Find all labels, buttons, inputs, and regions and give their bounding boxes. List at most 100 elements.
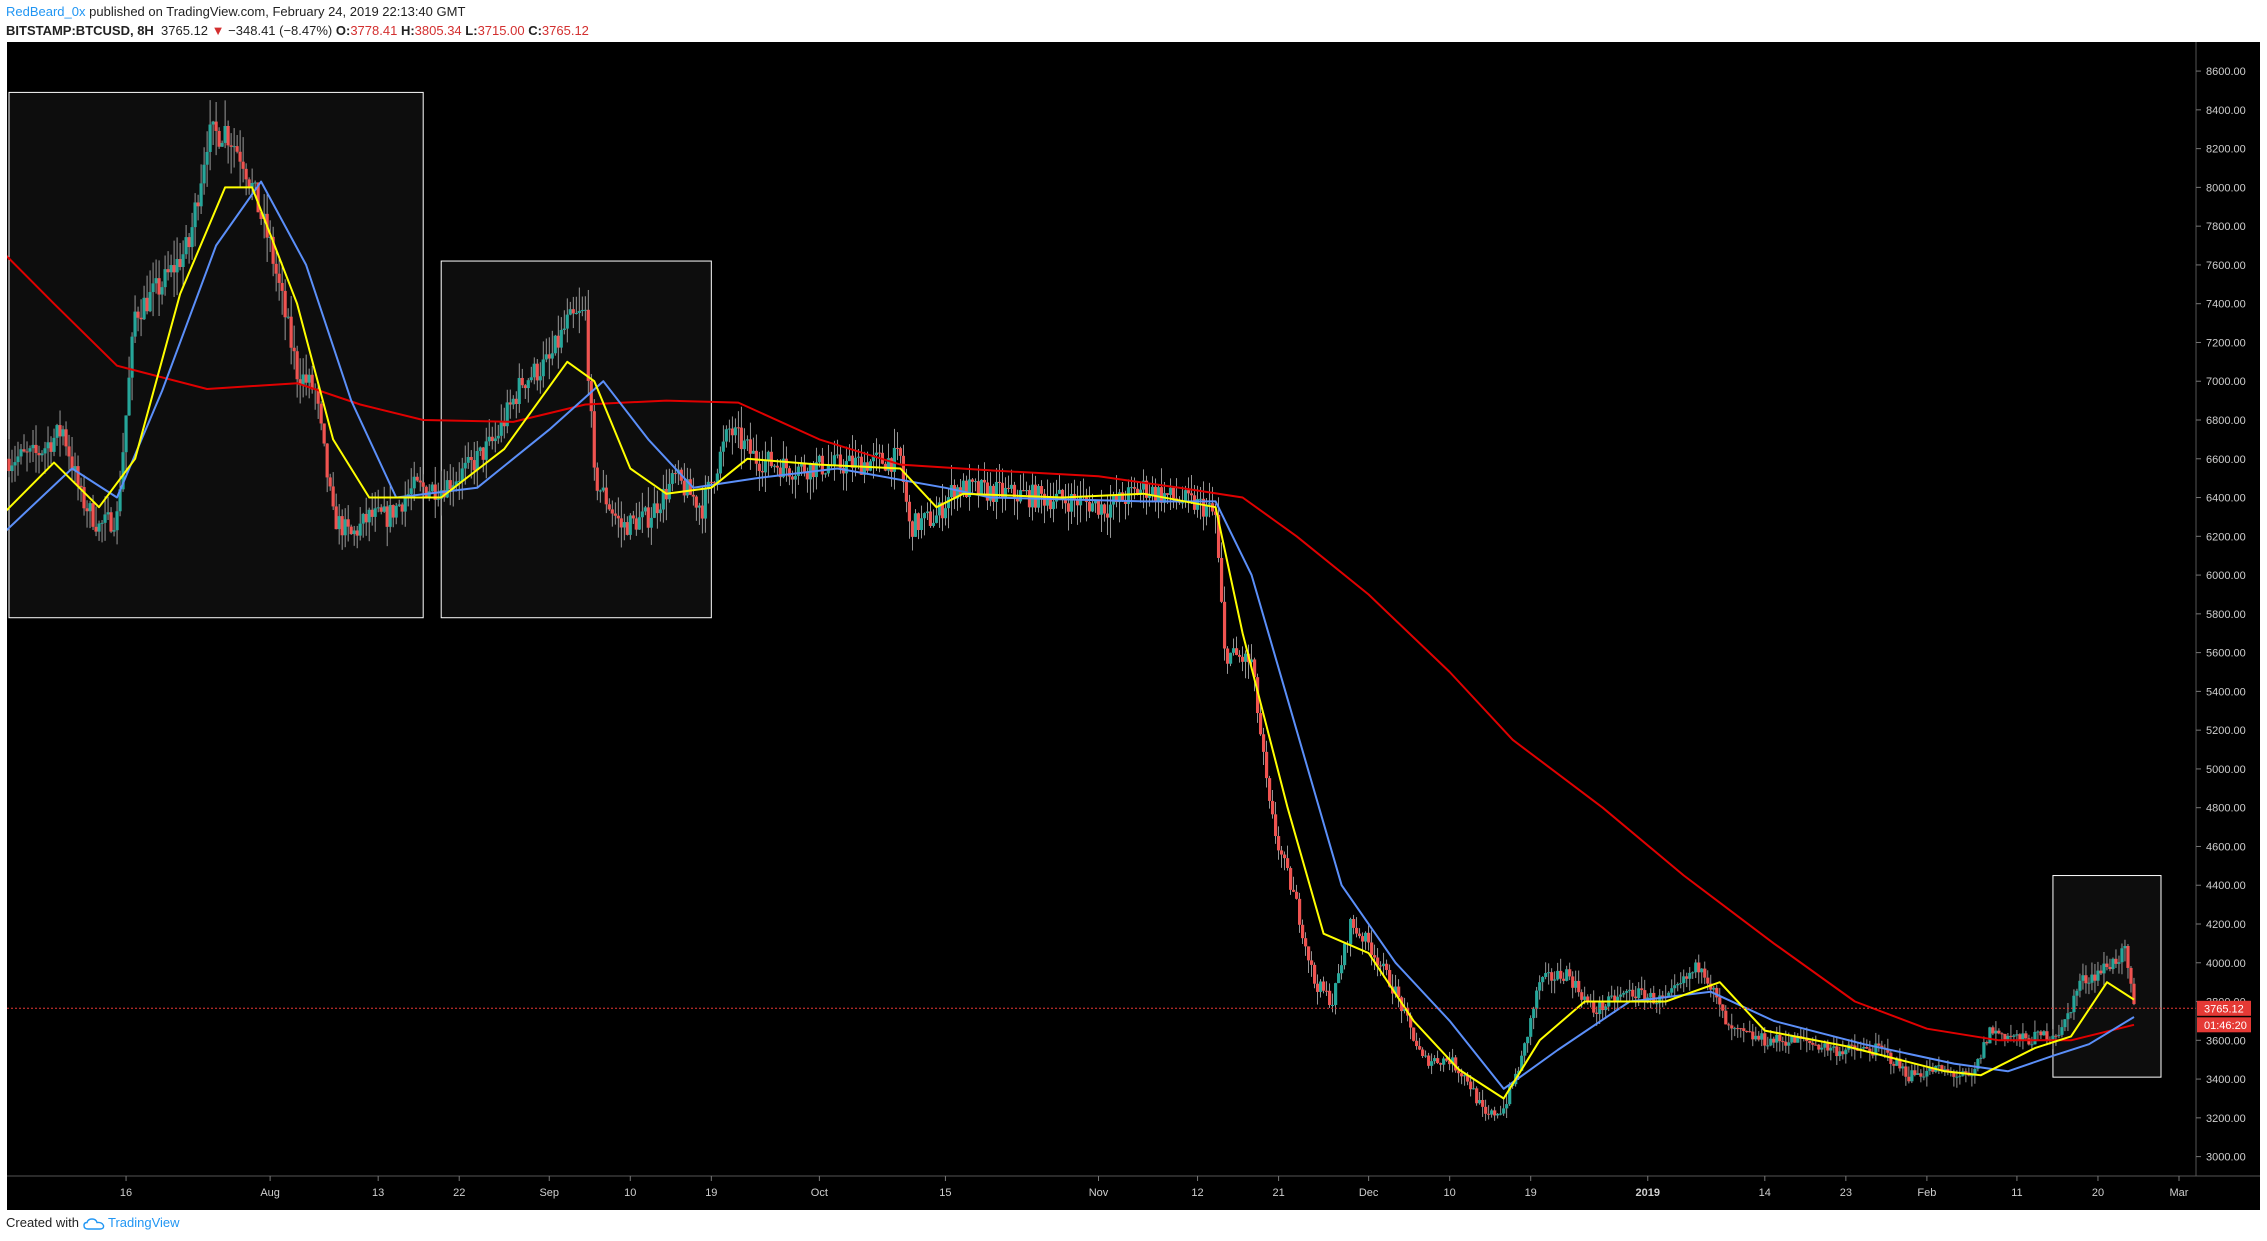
candle-body [328, 477, 332, 487]
tradingview-link[interactable]: TradingView [108, 1215, 180, 1230]
x-tick-label: 23 [1840, 1187, 1852, 1199]
candle-body [703, 489, 707, 519]
candle-body [745, 439, 749, 441]
candle-body [1577, 980, 1581, 993]
candle-body [1045, 499, 1050, 506]
candle-body [370, 509, 374, 517]
price-axis[interactable]: 8600.00 8400.00 8200.00 8000.00 7800.00 7600.… [2196, 66, 2246, 1164]
candle-body [697, 505, 701, 508]
candle-body [1730, 1025, 1734, 1029]
candle-body [1829, 1047, 1833, 1051]
candle-body [1060, 489, 1065, 499]
candle-body [1424, 1055, 1428, 1057]
candle-body [1000, 482, 1005, 498]
candle-body [1484, 1106, 1488, 1114]
low-label: L: [465, 23, 478, 38]
candle-body [1862, 1046, 1866, 1049]
x-tick-label: 11 [2011, 1187, 2022, 1199]
candle-body [1532, 1008, 1536, 1019]
candle-body [1276, 836, 1281, 851]
candle-body [967, 479, 972, 498]
candle-body [2090, 974, 2094, 983]
candle-body [397, 504, 401, 506]
candle-body [1291, 889, 1296, 892]
candle-body [2072, 995, 2076, 1013]
candle-body [67, 446, 71, 457]
candle-body [763, 460, 767, 473]
candle-body [286, 316, 290, 318]
candle-body [1409, 1015, 1413, 1028]
candle-body [1316, 983, 1320, 992]
candle-body [100, 522, 104, 524]
candle-body [754, 450, 758, 464]
candle-body [1901, 1066, 1905, 1069]
price-chart[interactable]: 8600.00 8400.00 8200.00 8000.00 7800.00 7600.… [7, 42, 2260, 1210]
candle-body [628, 515, 632, 535]
candle-body [1012, 484, 1017, 498]
candle-body [487, 436, 491, 442]
candle-body [856, 456, 860, 458]
candle-body [1358, 933, 1362, 937]
candle-body [1541, 976, 1545, 983]
candle-body [1736, 1028, 1740, 1030]
candle-body [877, 452, 882, 454]
candle-body [742, 440, 746, 450]
candle-body [658, 509, 662, 514]
candle-body [2036, 1031, 2040, 1033]
candle-body [1784, 1041, 1788, 1046]
candle-body [472, 460, 476, 471]
candle-body [928, 511, 933, 526]
candle-body [622, 522, 626, 528]
candlesticks[interactable] [7, 100, 2136, 1121]
candle-body [1619, 994, 1623, 997]
candle-body [1114, 495, 1119, 503]
candle-body [1910, 1070, 1914, 1082]
candle-body [712, 482, 716, 484]
candle-body [202, 164, 206, 184]
candle-body [1108, 504, 1113, 518]
y-tick-label: 7000.00 [2206, 376, 2246, 388]
candle-body [643, 507, 647, 512]
author-link[interactable]: RedBeard_0x [6, 4, 86, 19]
candle-body [646, 507, 650, 528]
candle-body [1643, 990, 1647, 1002]
candle-body [463, 462, 467, 469]
candle-body [2123, 945, 2127, 949]
y-tick-label: 3200.00 [2206, 1113, 2246, 1125]
candle-body [907, 501, 912, 522]
candle-body [853, 457, 857, 468]
candle-body [457, 480, 461, 482]
candle-body [1826, 1043, 1830, 1051]
candle-body [1742, 1028, 1746, 1032]
candle-body [1955, 1076, 1959, 1078]
candle-body [1340, 965, 1344, 974]
candle-body [1216, 514, 1221, 558]
candle-body [118, 489, 122, 512]
x-tick-label: Aug [260, 1187, 280, 1199]
candle-body [1568, 969, 1572, 977]
candle-body [2003, 1033, 2007, 1040]
candle-body [1817, 1044, 1821, 1050]
candle-body [148, 292, 152, 312]
candle-body [823, 473, 827, 475]
candle-body [871, 455, 875, 462]
time-axis[interactable]: 16 Aug 13 22 Sep 10 19 Oct 15 Nov 12 21 Dec 10 19 2019 1… [120, 1176, 2189, 1199]
candle-body [40, 453, 44, 456]
candle-body [1535, 990, 1539, 1009]
candle-body [1325, 990, 1329, 992]
candle-body [1553, 979, 1557, 981]
candle-body [13, 462, 17, 466]
candle-body [1625, 991, 1629, 993]
y-tick-label: 8000.00 [2206, 182, 2246, 194]
x-tick-label: Nov [1089, 1187, 1109, 1199]
candle-body [718, 451, 722, 474]
candle-body [88, 503, 92, 512]
x-tick-label: 21 [1272, 1187, 1284, 1199]
candle-body [919, 518, 924, 531]
candle-body [1430, 1061, 1434, 1066]
candle-body [442, 490, 446, 498]
candle-body [1631, 989, 1635, 997]
candle-body [520, 377, 524, 386]
candle-body [1454, 1057, 1458, 1071]
candle-body [841, 467, 845, 474]
